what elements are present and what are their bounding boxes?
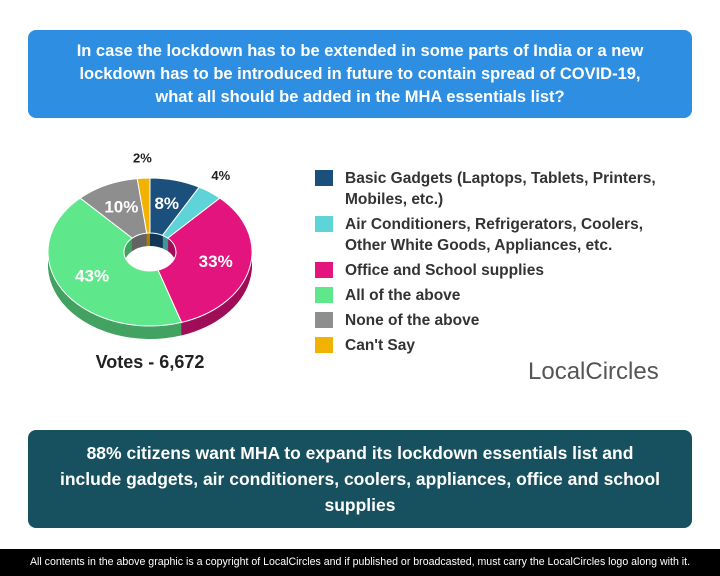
slice bbox=[136, 177, 151, 234]
legend-item: Air Conditioners, Refrigerators, Coolers… bbox=[315, 214, 705, 256]
legend-item: All of the above bbox=[315, 285, 705, 306]
data-label: 8% bbox=[154, 194, 179, 213]
legend-swatch bbox=[315, 262, 333, 278]
slice bbox=[157, 197, 253, 323]
data-label: 2% bbox=[133, 150, 152, 165]
legend-item: None of the above bbox=[315, 310, 705, 331]
legend-swatch bbox=[315, 170, 333, 186]
legend-label: Basic Gadgets (Laptops, Tablets, Printer… bbox=[345, 170, 656, 208]
data-label: 4% bbox=[211, 168, 230, 183]
pie-top bbox=[47, 177, 253, 327]
legend-label: Can't Say bbox=[345, 337, 416, 354]
legend-label: All of the above bbox=[345, 287, 461, 304]
data-label: 43% bbox=[75, 266, 109, 285]
chart: 8% 4% 33% 43% 10% 2% bbox=[47, 150, 253, 339]
slice bbox=[47, 197, 183, 327]
legend-label: Office and School supplies bbox=[345, 262, 544, 279]
chart-title: In case the lockdown has to be extended … bbox=[28, 30, 692, 118]
banner: 88% citizens want MHA to expand its lock… bbox=[28, 430, 692, 528]
legend-item: Basic Gadgets (Laptops, Tablets, Printer… bbox=[315, 168, 705, 210]
legend-item: Can't Say bbox=[315, 335, 705, 356]
legend-swatch bbox=[315, 312, 333, 328]
legend-item: Office and School supplies bbox=[315, 260, 705, 281]
legend-swatch bbox=[315, 216, 333, 232]
legend-label: None of the above bbox=[345, 312, 480, 329]
legend-swatch bbox=[315, 337, 333, 353]
legend: Basic Gadgets (Laptops, Tablets, Printer… bbox=[315, 168, 705, 360]
logo: LocalCircles bbox=[528, 358, 659, 385]
legend-swatch bbox=[315, 287, 333, 303]
legend-label: Air Conditioners, Refrigerators, Coolers… bbox=[345, 216, 643, 254]
data-label: 10% bbox=[104, 197, 138, 216]
footer: All contents in the above graphic is a c… bbox=[0, 549, 720, 576]
data-label: 33% bbox=[199, 252, 233, 271]
annotation: Votes - 6,672 bbox=[95, 352, 205, 372]
